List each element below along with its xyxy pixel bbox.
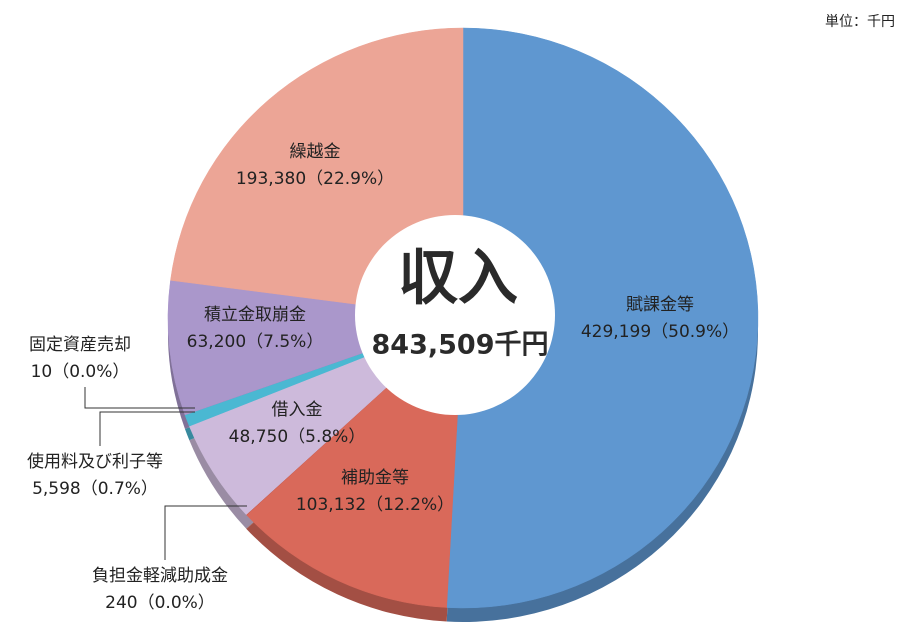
value-label: 10（0.0%） [31,362,130,382]
slice-label: 負担金軽減助成金 [92,566,228,586]
slice-label: 使用料及び利子等 [27,451,163,472]
slice [446,27,759,609]
leader-line [84,387,195,409]
value-label: 193,380（22.9%） [236,169,394,189]
slice-label: 補助金等 [341,468,409,488]
value-label: 429,199（50.9%） [581,322,739,342]
value-label: 240（0.0%） [105,593,215,613]
slice-label: 賦課金等 [626,295,694,315]
value-label: 48,750（5.8%） [229,427,366,447]
value-label: 63,200（7.5%） [187,332,324,352]
center-title: 収入 [398,244,518,314]
leader-line [99,411,195,446]
slice-label: 積立金取崩金 [204,305,306,325]
slice-label: 固定資産売却 [29,335,131,355]
slice-label: 借入金 [272,400,323,420]
value-label: 103,132（12.2%） [296,495,454,515]
slice-label: 繰越金 [290,142,341,162]
donut-hole [355,215,555,415]
center-total: 843,509千円 [372,330,549,361]
value-label: 5,598（0.7%） [32,479,158,499]
leader-line [164,505,247,560]
unit-label: 単位：千円 [825,14,895,30]
